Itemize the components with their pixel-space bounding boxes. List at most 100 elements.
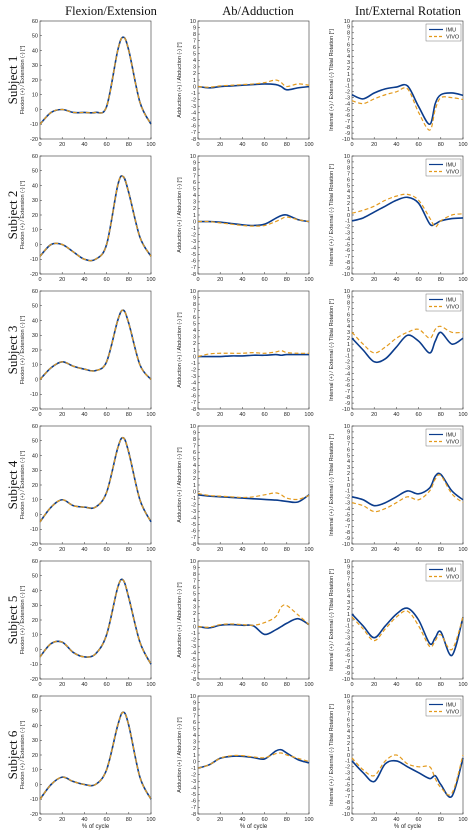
y-tick-label: 10 xyxy=(344,19,350,25)
x-tick-label: 60 xyxy=(262,277,268,283)
column-title-abadduction: Ab/Adduction xyxy=(222,4,294,18)
y-tick-label: -3 xyxy=(345,366,350,372)
series-line-vivo xyxy=(351,610,464,651)
y-tick-label: -5 xyxy=(191,387,196,393)
y-tick-label: 40 xyxy=(32,453,38,459)
series-line-vivo xyxy=(351,87,464,131)
y-tick-label: 3 xyxy=(347,195,350,201)
x-tick-label: 20 xyxy=(217,412,223,418)
y-tick-label: -2 xyxy=(191,97,196,103)
y-tick-label: 3 xyxy=(193,470,196,476)
y-tick-label: -6 xyxy=(345,788,350,794)
y-tick-label: -7 xyxy=(191,265,196,271)
x-tick-label: 100 xyxy=(304,412,313,418)
y-tick-label: -7 xyxy=(345,524,350,530)
y-tick-label: -1 xyxy=(345,759,350,765)
x-tick-label: 80 xyxy=(126,277,132,283)
x-tick-label: 20 xyxy=(59,277,65,283)
x-tick-label: 20 xyxy=(217,547,223,553)
y-tick-label: -10 xyxy=(342,407,350,413)
legend-label: IMU xyxy=(446,568,456,574)
column-title-rotation: Int/External Rotation xyxy=(355,4,462,18)
y-tick-label: 8 xyxy=(347,166,350,172)
y-tick-label: -2 xyxy=(345,765,350,771)
y-tick-label: -8 xyxy=(191,812,196,818)
y-tick-label: 4 xyxy=(193,598,196,604)
x-tick-label: 80 xyxy=(126,412,132,418)
y-tick-label: 5 xyxy=(347,48,350,54)
y-tick-label: -5 xyxy=(345,107,350,113)
y-tick-label: 30 xyxy=(32,603,38,609)
x-tick-label: 80 xyxy=(438,817,444,823)
x-tick-label: 80 xyxy=(438,142,444,148)
y-tick-label: -6 xyxy=(345,113,350,119)
x-tick-label: 80 xyxy=(126,142,132,148)
y-tick-label: -3 xyxy=(191,104,196,110)
y-tick-label: -8 xyxy=(191,137,196,143)
y-tick-label: -10 xyxy=(30,122,38,128)
x-tick-label: 60 xyxy=(262,142,268,148)
y-tick-label: 6 xyxy=(347,447,350,453)
series-line-imu xyxy=(351,331,464,364)
legend-label: IMU xyxy=(446,703,456,709)
x-tick-label: 20 xyxy=(59,142,65,148)
y-tick-label: 1 xyxy=(193,348,196,354)
x-tick-label: 60 xyxy=(416,682,422,688)
y-tick-label: 2 xyxy=(347,606,350,612)
panel-frame xyxy=(39,290,152,410)
y-tick-label: 8 xyxy=(347,31,350,37)
x-tick-label: 100 xyxy=(304,142,313,148)
y-tick-label: -5 xyxy=(345,512,350,518)
y-tick-label: 60 xyxy=(32,19,38,25)
y-tick-label: -5 xyxy=(345,377,350,383)
x-tick-label: 80 xyxy=(284,412,290,418)
y-tick-label: -2 xyxy=(345,360,350,366)
y-tick-label: -3 xyxy=(345,96,350,102)
x-tick-label: 100 xyxy=(458,142,467,148)
panel: -20 -10 0 10 20 30 40 50 60 0 20 40 60 80 100 Flexion (… xyxy=(20,19,156,148)
y-tick-label: -8 xyxy=(191,542,196,548)
x-tick-label: 100 xyxy=(458,547,467,553)
y-axis-label: Flexion (+) / Extension (-) [°] xyxy=(20,180,26,249)
series-line-vivo xyxy=(39,711,152,800)
y-tick-label: 9 xyxy=(347,700,350,706)
y-tick-label: 8 xyxy=(193,437,196,443)
series-line-vivo xyxy=(39,175,152,262)
x-tick-label: 40 xyxy=(81,412,87,418)
y-tick-label: 1 xyxy=(193,618,196,624)
y-tick-label: -1 xyxy=(191,766,196,772)
y-tick-label: -20 xyxy=(30,677,38,683)
x-tick-label: 20 xyxy=(59,817,65,823)
y-axis-label: Internal (+) / External (-) Tibial Rotat… xyxy=(329,299,335,401)
y-tick-label: 20 xyxy=(32,78,38,84)
y-tick-label: -1 xyxy=(191,631,196,637)
x-tick-label: 40 xyxy=(81,277,87,283)
x-tick-label: 20 xyxy=(371,817,377,823)
x-tick-label: 20 xyxy=(59,682,65,688)
y-tick-label: -2 xyxy=(191,502,196,508)
x-tick-label: 40 xyxy=(81,817,87,823)
y-tick-label: 0 xyxy=(35,647,38,653)
y-tick-label: 0 xyxy=(35,377,38,383)
y-tick-label: -8 xyxy=(191,407,196,413)
y-tick-label: 60 xyxy=(32,289,38,295)
x-axis-label: % of cycle xyxy=(82,824,110,830)
series-line-vivo xyxy=(197,492,310,501)
y-tick-label: -2 xyxy=(345,630,350,636)
y-tick-label: 60 xyxy=(32,154,38,160)
series-line-vivo xyxy=(39,36,152,125)
y-tick-label: 60 xyxy=(32,694,38,700)
x-tick-label: 0 xyxy=(350,142,353,148)
panel-frame xyxy=(39,20,152,140)
y-tick-label: 5 xyxy=(193,727,196,733)
y-axis-label: Flexion (+) / Extension (-) [°] xyxy=(20,450,26,519)
y-axis-label: Flexion (+) / Extension (-) [°] xyxy=(20,315,26,384)
legend-label: IMU xyxy=(446,163,456,169)
x-tick-label: 20 xyxy=(217,682,223,688)
y-tick-label: 8 xyxy=(193,707,196,713)
x-tick-label: 20 xyxy=(371,547,377,553)
y-tick-label: -4 xyxy=(345,371,350,377)
